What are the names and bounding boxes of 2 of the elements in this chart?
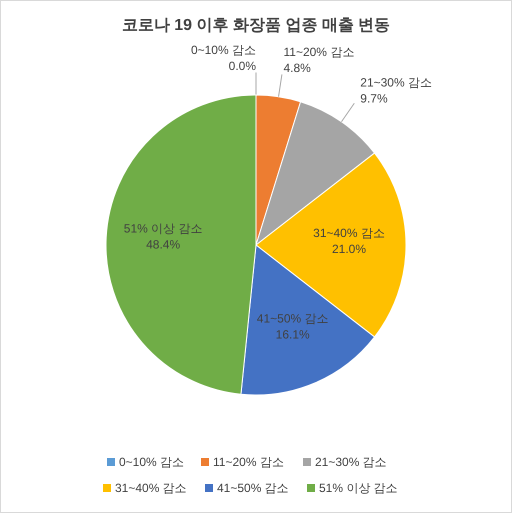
legend-label: 0~10% 감소 — [119, 455, 184, 469]
title: 코로나 19 이후 화장품 업종 매출 변동 — [122, 17, 390, 34]
